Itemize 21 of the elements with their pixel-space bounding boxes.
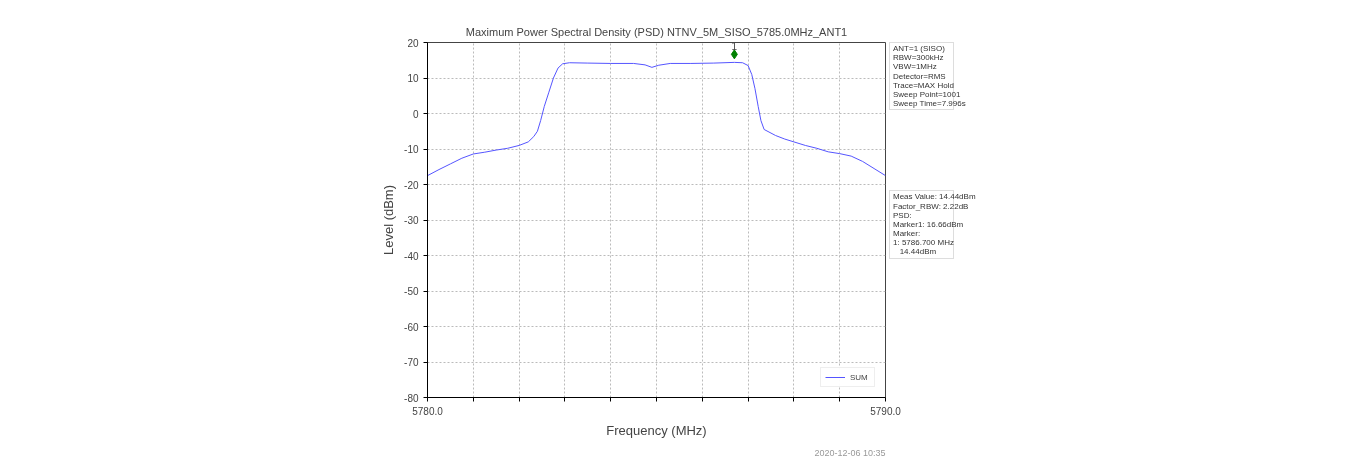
y-tick-label: 0	[412, 108, 419, 120]
x-tick-label: 5790.0	[870, 405, 902, 417]
y-tick-label: -10	[404, 144, 419, 155]
y-tick-label: -50	[404, 286, 419, 297]
x-tick-label: 5780.0	[412, 405, 444, 417]
y-tick-label: -30	[404, 215, 419, 226]
y-tick-label: -70	[404, 357, 419, 368]
legend-label: SUM	[850, 372, 869, 382]
y-tick-label: -80	[404, 392, 419, 404]
y-axis-title: Level (dBm)	[381, 184, 397, 256]
text: Meas Value: 14.44dBm Factor_RBW: 2.22dB PSD: Marker1: 16.66dBm Marker: 1: 5786.700 MHz 14.44dBm	[893, 192, 976, 257]
y-tick-label: -40	[404, 250, 419, 262]
y-tick-label: -60	[404, 321, 419, 333]
y-tick-label: -20	[404, 179, 419, 191]
y-tick-label: 10	[407, 73, 419, 84]
x-axis-title: Frequency (MHz)	[606, 422, 707, 438]
line-series	[427, 61, 886, 177]
chart-title: Maximum Power Spectral Density (PSD) NTNV_5M_SISO_5785.0MHz_ANT1	[465, 25, 848, 38]
text: ANT=1 (SISO) RBW=300kHz VBW=1MHz Detector=RMS Trace=MAX Hold Sweep Point=1001 Sweep Time=7.996s	[893, 44, 966, 109]
text: 2020-12-06 10:35	[814, 447, 886, 458]
y-tick-label: 20	[407, 37, 419, 49]
